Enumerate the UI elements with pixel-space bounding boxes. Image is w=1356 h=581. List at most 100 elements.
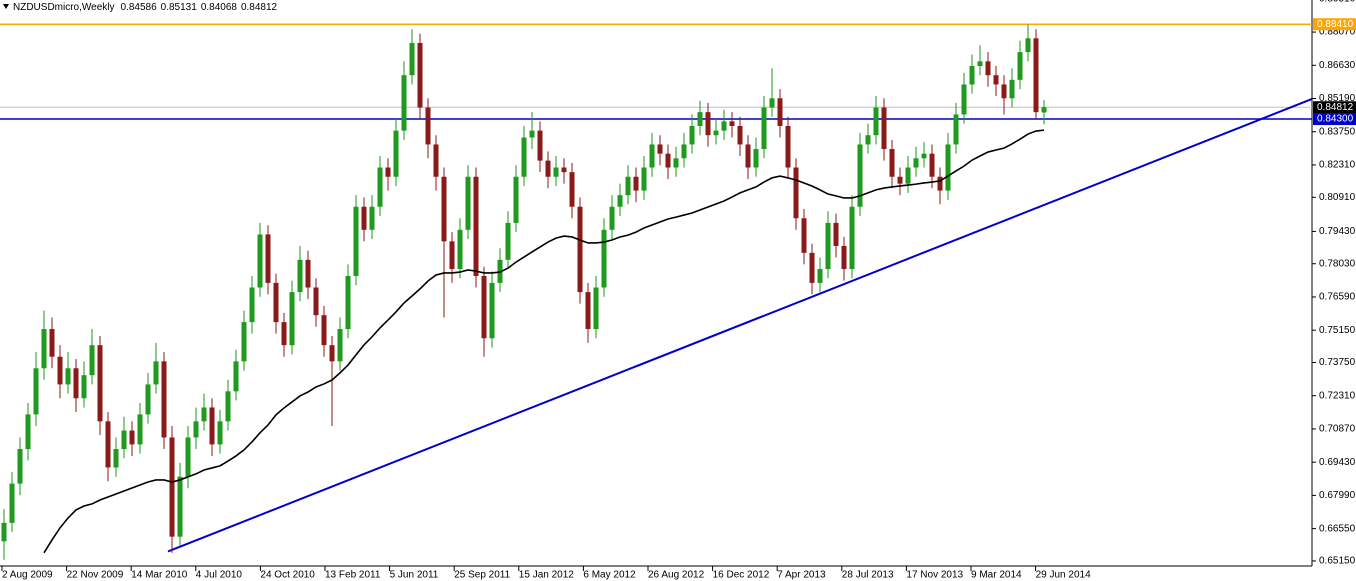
candle-body xyxy=(153,361,159,385)
candle-body xyxy=(297,259,303,293)
candle-body xyxy=(545,160,551,177)
chart-menu-arrow[interactable] xyxy=(3,4,9,9)
candle-body xyxy=(657,144,663,154)
price-tag: 0.88410 xyxy=(1317,19,1354,30)
x-tick-label: 16 Dec 2012 xyxy=(713,570,770,581)
candle-body xyxy=(849,206,855,270)
price-tag-bg xyxy=(1313,113,1356,126)
x-tick-label: 13 Feb 2011 xyxy=(325,570,381,581)
candle-body xyxy=(377,167,383,207)
candle-body xyxy=(121,430,127,450)
candle-body xyxy=(505,222,511,260)
candle-body xyxy=(961,84,967,115)
candle-body xyxy=(73,368,79,399)
candle-body xyxy=(601,229,607,288)
candle-body xyxy=(977,61,983,66)
candle-body xyxy=(953,114,959,145)
candle-body xyxy=(289,292,295,346)
y-tick-label: 0.70870 xyxy=(1319,424,1356,435)
candle-body xyxy=(49,329,55,357)
x-tick-label: 2 Aug 2009 xyxy=(2,570,53,581)
x-tick-label: 17 Nov 2013 xyxy=(906,570,963,581)
candle-body xyxy=(1033,38,1039,113)
candle-body xyxy=(225,391,231,422)
candle-body xyxy=(665,153,671,168)
x-tick-label: 29 Jun 2014 xyxy=(1036,570,1091,581)
candle-body xyxy=(321,315,327,346)
candle-body xyxy=(233,361,239,392)
candle-body xyxy=(721,121,727,131)
close-value: 0.84812 xyxy=(241,2,278,13)
candle-body xyxy=(945,144,951,191)
candle-body xyxy=(337,329,343,362)
candle-body xyxy=(1041,107,1047,113)
y-tick-label: 0.69430 xyxy=(1319,457,1356,468)
candle-body xyxy=(305,259,311,288)
candle-body xyxy=(209,407,215,445)
x-tick-label: 6 May 2012 xyxy=(583,570,636,581)
x-tick-label: 9 Mar 2014 xyxy=(971,570,1022,581)
candle-body xyxy=(449,241,455,270)
candle-body xyxy=(865,135,871,145)
candle-body xyxy=(417,42,423,108)
candle-body xyxy=(689,125,695,145)
candle-body xyxy=(489,282,495,339)
candle-body xyxy=(793,167,799,219)
candle-body xyxy=(481,275,487,339)
chart-header: NZDUSDmicro,Weekly 0.84586 0.85131 0.84068 0… xyxy=(13,2,278,13)
candle-body xyxy=(513,176,519,223)
candle-body xyxy=(369,206,375,230)
candle-body xyxy=(137,414,143,445)
candle-body xyxy=(761,107,767,150)
candle-body xyxy=(745,144,751,168)
candle-body xyxy=(457,229,463,270)
candle-body xyxy=(185,437,191,477)
x-tick-label: 22 Nov 2009 xyxy=(67,570,124,581)
y-tick-label: 0.85190 xyxy=(1319,93,1356,104)
candle-body xyxy=(241,322,247,362)
candle-body xyxy=(729,121,735,126)
candle-body xyxy=(217,421,223,445)
candle-body xyxy=(393,130,399,177)
candle-body xyxy=(105,421,111,468)
candle-body xyxy=(249,287,255,323)
y-tick-label: 0.89510 xyxy=(1319,0,1356,4)
candle-body xyxy=(921,153,927,159)
candle-body xyxy=(905,167,911,184)
candle-body xyxy=(897,176,903,184)
candle-body xyxy=(465,176,471,230)
trendline xyxy=(167,98,1313,553)
candle-body xyxy=(537,130,543,161)
open-value: 0.84586 xyxy=(121,2,158,13)
y-tick-label: 0.73750 xyxy=(1319,357,1356,368)
candle-body xyxy=(705,112,711,136)
candle-body xyxy=(713,130,719,136)
candle-body xyxy=(633,176,639,191)
candle-body xyxy=(529,130,535,138)
candle-body xyxy=(281,322,287,346)
candle-body xyxy=(801,218,807,253)
x-tick-label: 25 Sep 2011 xyxy=(454,570,510,581)
x-tick-label: 26 Aug 2012 xyxy=(648,570,705,581)
candle-body xyxy=(993,75,999,85)
candle-body xyxy=(113,449,119,468)
candle-body xyxy=(873,107,879,136)
candle-body xyxy=(833,222,839,246)
candle-body xyxy=(169,437,175,537)
candle-body xyxy=(561,167,567,173)
y-tick-label: 0.79430 xyxy=(1319,226,1356,237)
candle-body xyxy=(913,158,919,168)
candle-body xyxy=(265,234,271,283)
candle-body xyxy=(641,167,647,191)
y-tick-label: 0.83750 xyxy=(1319,126,1356,137)
price-tag-bg xyxy=(1313,18,1356,31)
candle-body xyxy=(609,206,615,230)
candle-body xyxy=(841,245,847,270)
high-value: 0.85131 xyxy=(161,2,198,13)
candle-body xyxy=(817,269,823,283)
candle-body xyxy=(441,176,447,242)
candle-body xyxy=(313,287,319,316)
candle-body xyxy=(385,167,391,177)
current-price-tag: 0.84812 xyxy=(1317,102,1354,113)
